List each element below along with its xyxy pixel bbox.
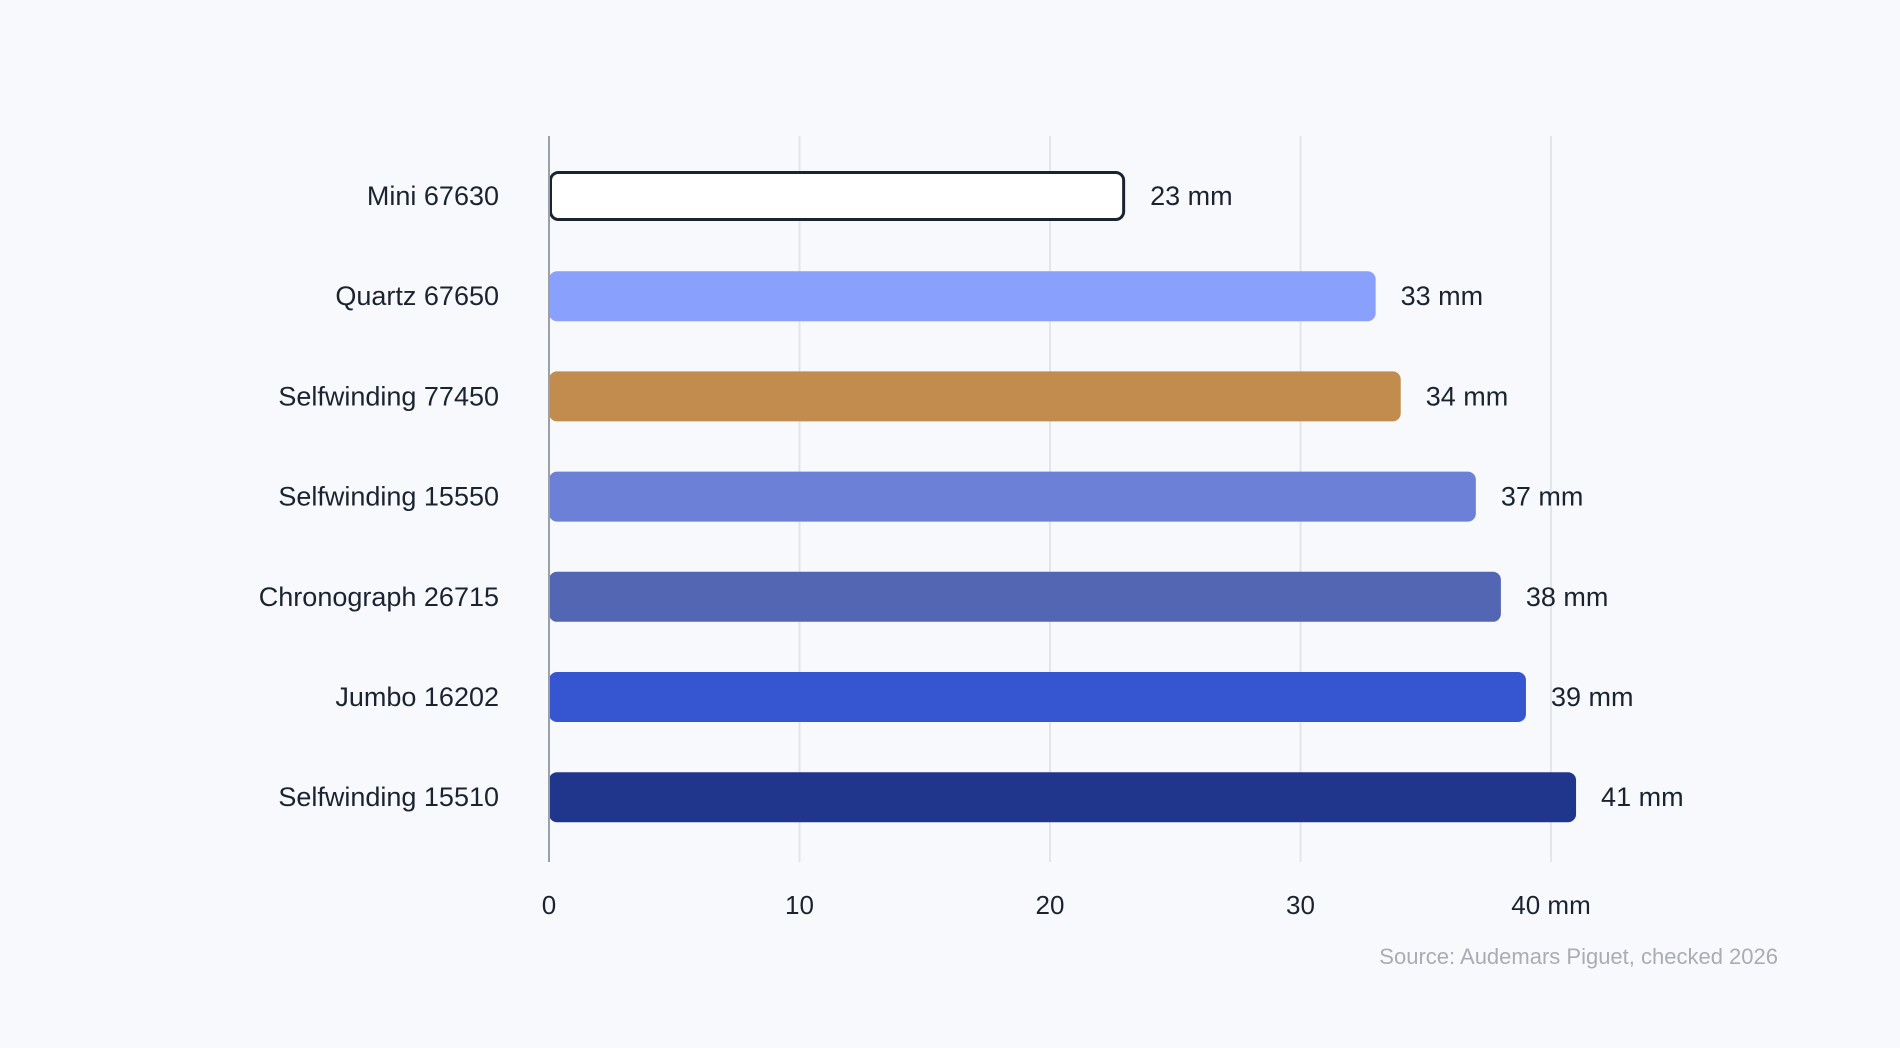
category-label-1: Mini 67630 xyxy=(367,181,499,211)
category-label-6: Jumbo 16202 xyxy=(335,682,499,712)
category-label-7: Selfwinding 15510 xyxy=(278,782,499,812)
x-tick-label-30: 30 xyxy=(1286,890,1315,920)
bar-1 xyxy=(549,171,1126,221)
bar-5 xyxy=(549,571,1501,622)
x-tick-label-10: 10 xyxy=(785,890,814,920)
value-label-2: 33 mm xyxy=(1401,281,1484,311)
value-label-3: 34 mm xyxy=(1426,381,1509,411)
value-label-6: 39 mm xyxy=(1551,682,1634,712)
value-label-5: 38 mm xyxy=(1526,582,1609,612)
bar-7 xyxy=(549,772,1577,823)
value-label-4: 37 mm xyxy=(1501,482,1584,512)
x-tick-label-40: 40 mm xyxy=(1511,890,1590,920)
source-note: Source: Audemars Piguet, checked 2026 xyxy=(1379,944,1778,969)
value-label-1: 23 mm xyxy=(1150,181,1233,211)
category-label-3: Selfwinding 77450 xyxy=(278,381,499,411)
bar-2 xyxy=(549,271,1376,322)
x-tick-label-0: 0 xyxy=(542,890,556,920)
value-label-7: 41 mm xyxy=(1601,782,1684,812)
category-label-2: Quartz 67650 xyxy=(335,281,499,311)
bar-6 xyxy=(549,672,1526,722)
bar-3 xyxy=(549,371,1401,422)
category-label-5: Chronograph 26715 xyxy=(259,582,499,612)
x-tick-label-20: 20 xyxy=(1036,890,1065,920)
bar-4 xyxy=(549,471,1476,522)
category-label-4: Selfwinding 15550 xyxy=(278,482,499,512)
